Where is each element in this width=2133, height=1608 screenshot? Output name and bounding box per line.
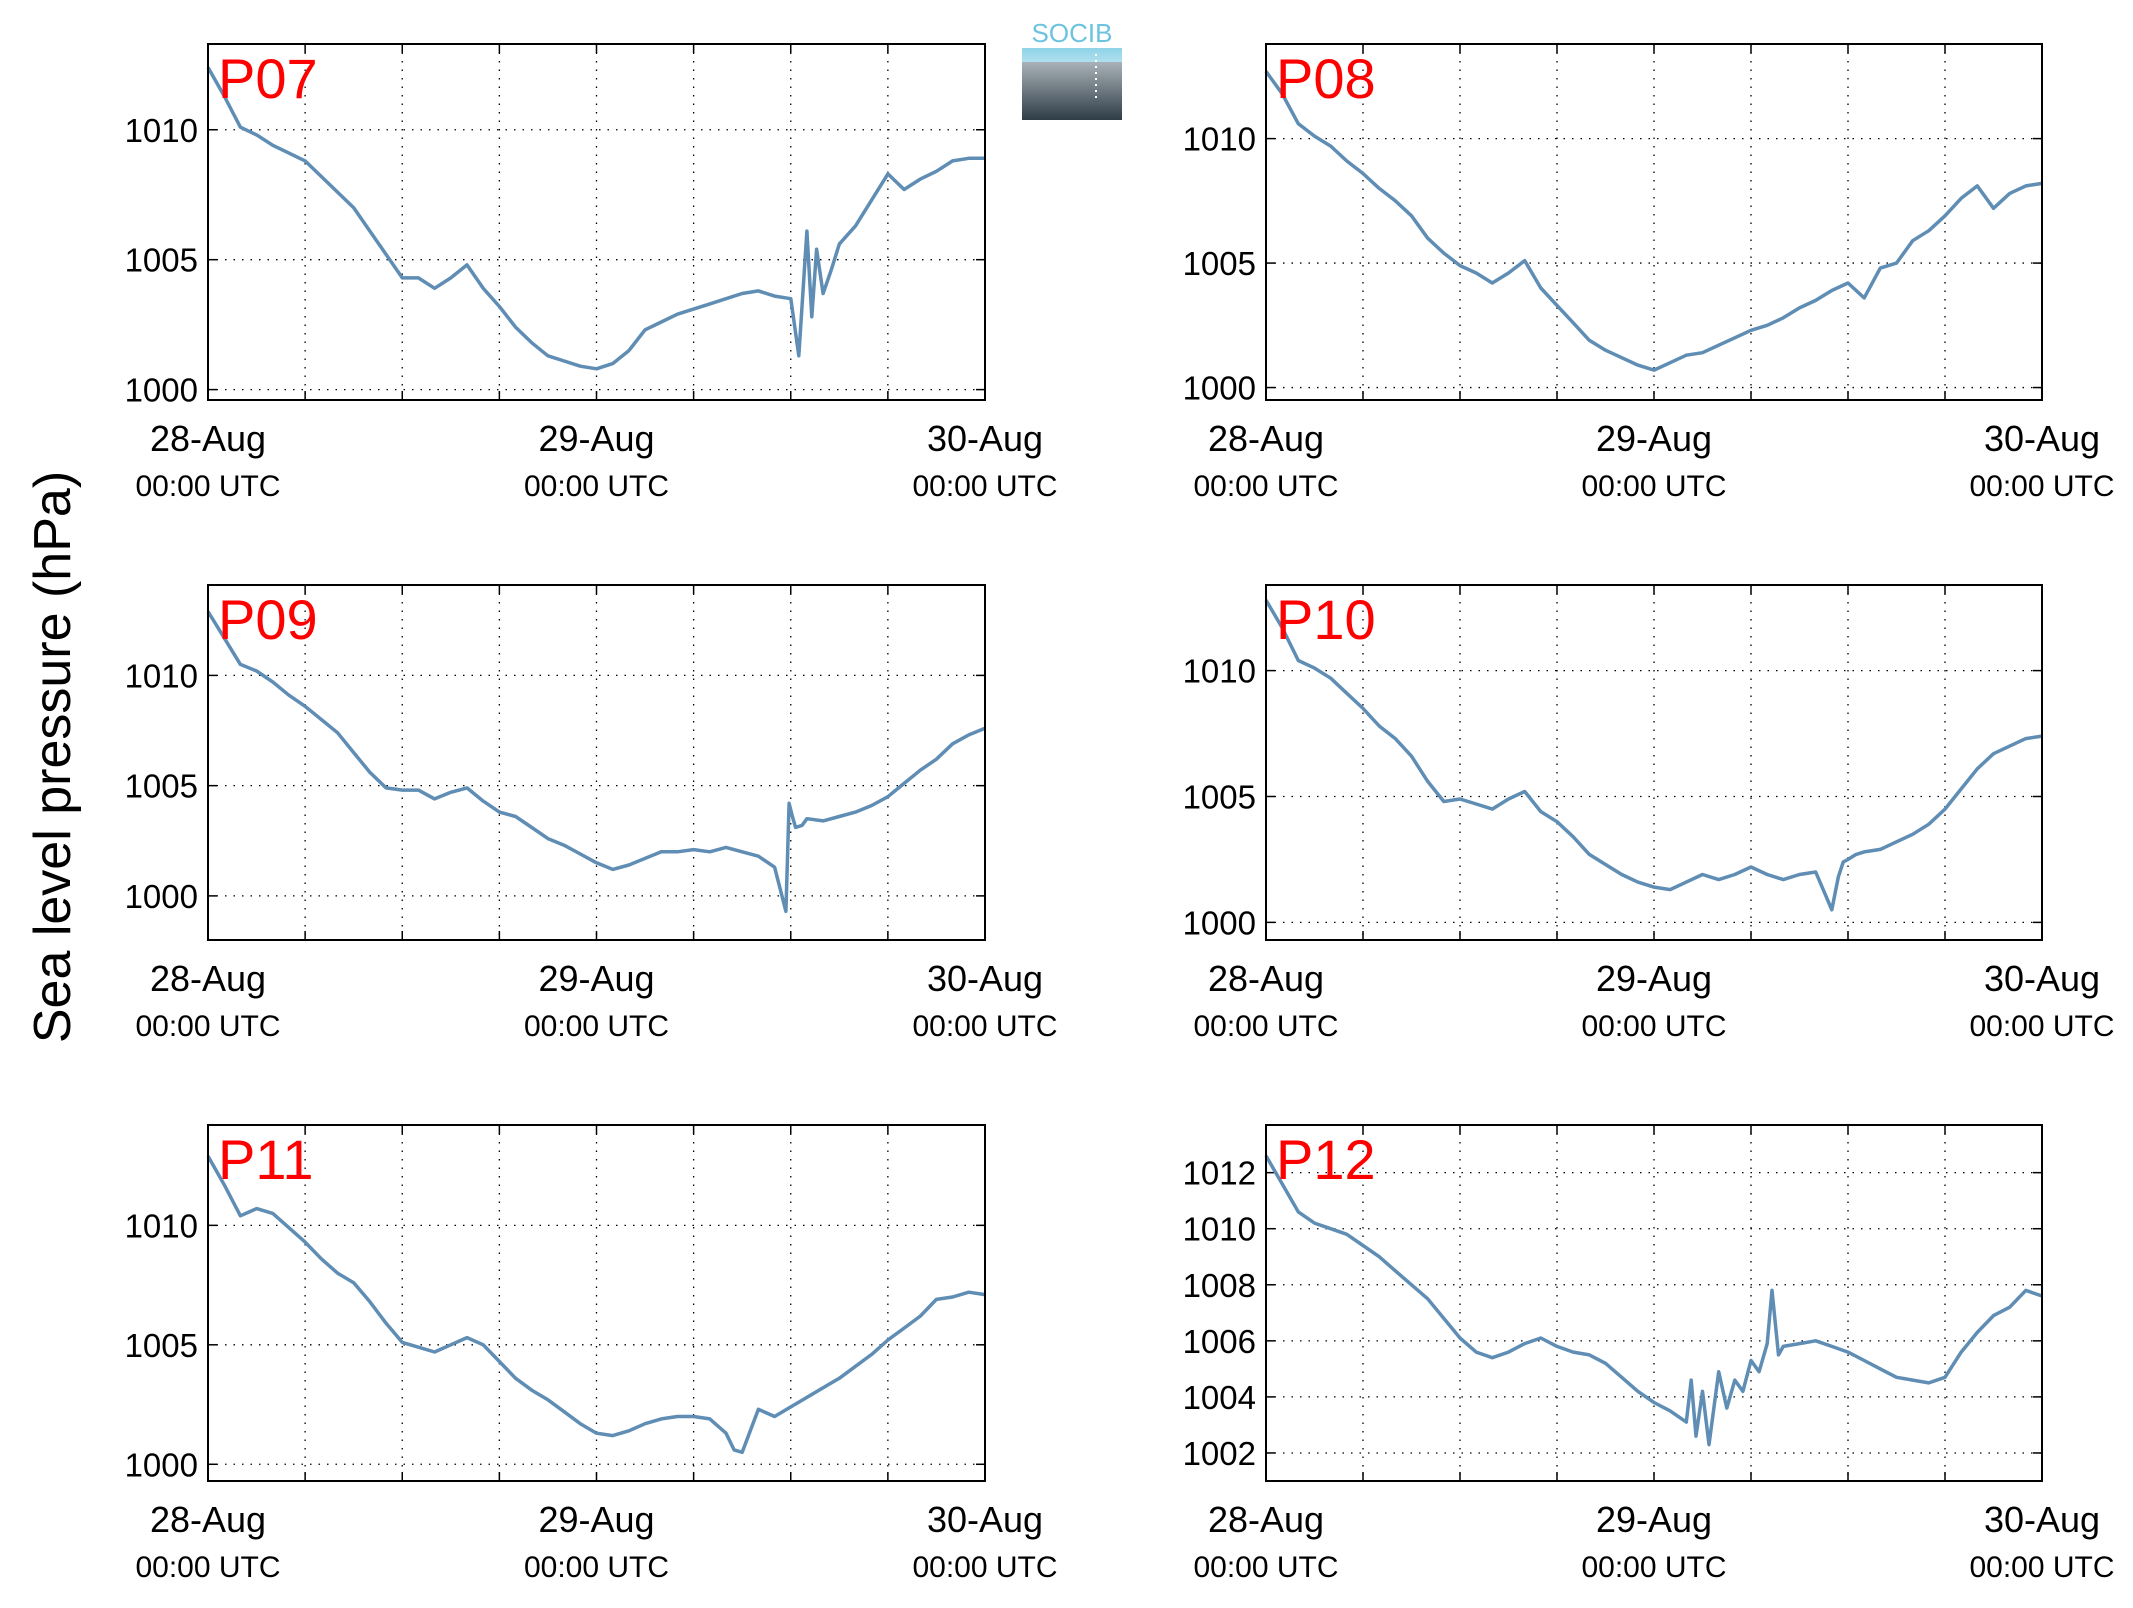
x-tick-sublabel: 00:00 UTC [135,470,280,503]
station-label: P07 [218,47,318,110]
x-tick-sublabel: 00:00 UTC [1193,470,1338,503]
pressure-line-p09 [206,610,986,914]
x-tick-sublabel: 00:00 UTC [135,1010,280,1043]
pressure-line-p07 [206,66,985,371]
x-tick-sublabel: 00:00 UTC [1193,1551,1338,1584]
plot-frame [207,43,986,401]
y-tick-label: 1000 [125,1446,198,1483]
x-tick-label: 29-Aug [538,1499,654,1540]
panel-p12: 1002 1004 1006 1008 1010 1012 28-Aug 00:00 UTC 2… [1183,1124,2115,1584]
y-tick-label: 1012 [1183,1155,1256,1192]
x-tick-sublabel: 00:00 UTC [1969,1010,2114,1043]
x-tick-sublabel: 00:00 UTC [1581,1010,1726,1043]
x-tick-sublabel: 00:00 UTC [524,1551,669,1584]
x-tick-label: 30-Aug [1984,1499,2100,1540]
y-tick-label: 1010 [1183,121,1256,158]
y-tick-label: 1008 [1183,1267,1256,1304]
pressure-line-p10 [1264,599,2043,912]
y-tick-label: 1004 [1183,1379,1256,1416]
y-tick-label: 1005 [125,768,198,805]
x-tick-label: 29-Aug [1596,418,1712,459]
x-tick-sublabel: 00:00 UTC [912,1010,1057,1043]
plot-frame [1265,43,2043,401]
x-tick-sublabel: 00:00 UTC [1581,470,1726,503]
y-tick-label: 1000 [1183,904,1256,941]
station-label: P10 [1276,588,1376,651]
plot-frame [207,1124,986,1482]
x-tick-label: 30-Aug [927,418,1043,459]
x-tick-label: 28-Aug [150,418,266,459]
y-tick-label: 1000 [125,372,198,409]
x-tick-sublabel: 00:00 UTC [524,1010,669,1043]
x-tick-label: 30-Aug [927,958,1043,999]
x-tick-label: 29-Aug [538,958,654,999]
plot-frame [1265,1124,2043,1482]
x-tick-sublabel: 00:00 UTC [1969,470,2114,503]
x-tick-label: 28-Aug [1208,1499,1324,1540]
x-tick-label: 28-Aug [1208,418,1324,459]
x-tick-label: 30-Aug [927,1499,1043,1540]
y-tick-label: 1000 [125,878,198,915]
x-tick-label: 30-Aug [1984,418,2100,459]
panel-p09: 1000 1005 1010 28-Aug 00:00 UTC 29-Aug 00:00 U… [125,584,1058,1043]
x-tick-sublabel: 00:00 UTC [1969,1551,2114,1584]
plot-frame [207,584,986,941]
y-tick-label: 1010 [1183,1211,1256,1248]
y-tick-label: 1000 [1183,370,1256,407]
pressure-line-p08 [1264,70,2043,372]
y-tick-label: 1006 [1183,1323,1256,1360]
x-tick-label: 28-Aug [150,958,266,999]
y-tick-label: 1005 [1183,245,1256,282]
y-tick-label: 1010 [125,112,198,149]
socib-logo: SOCIB [1022,18,1122,120]
x-tick-sublabel: 00:00 UTC [524,470,669,503]
pressure-line-p12 [1264,1154,2043,1447]
station-label: P11 [218,1128,313,1191]
y-tick-label: 1005 [1183,778,1256,815]
x-tick-sublabel: 00:00 UTC [1581,1551,1726,1584]
station-label: P12 [1276,1128,1376,1191]
pressure-line-p11 [206,1155,986,1455]
y-tick-label: 1010 [125,1207,198,1244]
y-tick-label: 1002 [1183,1435,1256,1472]
station-label: P09 [218,588,318,651]
y-tick-label: 1005 [125,242,198,279]
y-tick-label: 1010 [1183,653,1256,690]
plot-frame [1265,584,2043,941]
x-tick-label: 28-Aug [150,1499,266,1540]
x-tick-sublabel: 00:00 UTC [912,470,1057,503]
logo-wordmark: SOCIB [1032,18,1113,48]
panel-p11: 1000 1005 1010 28-Aug 00:00 UTC 29-Aug 00:00 U… [125,1124,1058,1584]
x-tick-sublabel: 00:00 UTC [912,1551,1057,1584]
x-tick-label: 28-Aug [1208,958,1324,999]
panel-p10: 1000 1005 1010 28-Aug 00:00 UTC 29-Aug 00:00 U… [1183,584,2115,1043]
x-tick-sublabel: 00:00 UTC [135,1551,280,1584]
x-tick-label: 30-Aug [1984,958,2100,999]
x-tick-label: 29-Aug [1596,958,1712,999]
station-label: P08 [1276,47,1376,110]
panel-p07: 1000 1005 1010 28-Aug 00:00 UTC 29-Aug 00:00 U… [125,43,1058,503]
x-tick-sublabel: 00:00 UTC [1193,1010,1338,1043]
y-tick-label: 1005 [125,1327,198,1364]
x-tick-label: 29-Aug [1596,1499,1712,1540]
x-tick-label: 29-Aug [538,418,654,459]
y-tick-label: 1010 [125,657,198,694]
panel-p08: 1000 1005 1010 28-Aug 00:00 UTC 29-Aug 00:00 U… [1183,43,2115,503]
